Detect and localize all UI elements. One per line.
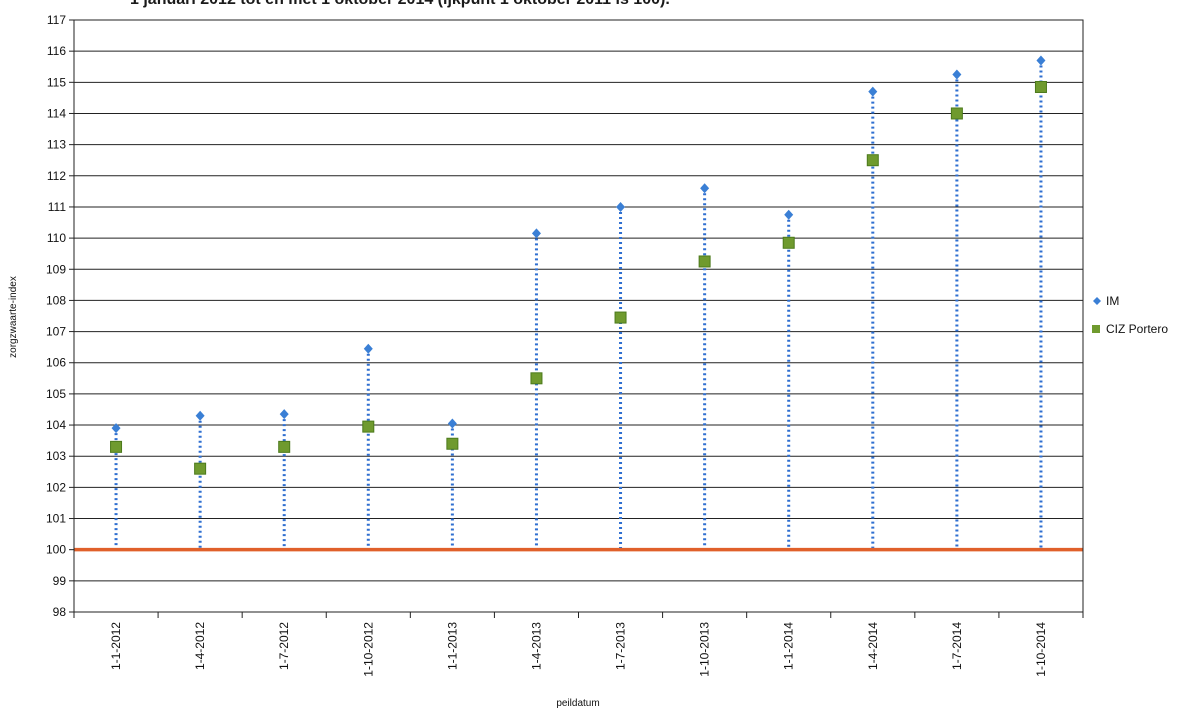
y-tick-label: 103 — [46, 449, 66, 463]
x-tick-label: 1-4-2014 — [866, 622, 880, 670]
legend-label: CIZ Portero — [1106, 322, 1168, 336]
x-tick-label: 1-10-2012 — [361, 622, 375, 677]
point-im — [279, 409, 289, 420]
legend-label: IM — [1106, 294, 1119, 308]
legend-marker — [1092, 325, 1100, 333]
y-tick-label: 117 — [47, 13, 66, 27]
point-ciz-portero — [194, 462, 207, 475]
y-tick-label: 106 — [46, 356, 66, 370]
y-tick-label: 109 — [46, 262, 66, 276]
plot-frame — [73, 19, 1084, 613]
y-tick-label: 104 — [46, 418, 66, 432]
y-tick-label: 116 — [47, 44, 66, 58]
y-tick-label: 111 — [48, 200, 67, 214]
y-tick-label: 100 — [46, 543, 66, 557]
x-tick-label: 1-1-2012 — [109, 622, 123, 670]
y-tick-label: 113 — [47, 138, 66, 152]
legend: IM CIZ Portero — [1092, 294, 1168, 336]
y-tick-label: 108 — [46, 293, 66, 307]
point-ciz-portero — [446, 437, 459, 450]
point-im — [616, 201, 626, 212]
x-tick-label: 1-7-2014 — [950, 622, 964, 670]
point-im — [531, 228, 541, 239]
legend-marker — [1093, 297, 1101, 305]
point-im — [363, 343, 373, 354]
point-im — [1036, 55, 1046, 66]
data-markers — [110, 55, 1047, 475]
point-im — [952, 69, 962, 80]
x-tick-label: 1-1-2014 — [782, 622, 796, 670]
y-tick-label: 98 — [53, 605, 67, 619]
point-ciz-portero — [362, 420, 375, 433]
point-ciz-portero — [866, 154, 879, 167]
y-tick-label: 105 — [46, 387, 66, 401]
point-im — [195, 410, 205, 421]
point-im — [700, 183, 710, 194]
point-im — [111, 423, 121, 434]
point-im — [447, 418, 457, 429]
x-tick-label: 1-10-2014 — [1034, 622, 1048, 677]
drop-lines — [114, 60, 1043, 550]
chart-title: 1 januari 2012 tot en met 1 oktober 2014… — [130, 0, 670, 9]
y-axis-label: zorgzwaarte-index — [8, 276, 19, 358]
point-im — [784, 209, 794, 220]
point-ciz-portero — [530, 372, 543, 385]
x-axis-label: peildatum — [556, 698, 599, 709]
y-tick-label: 112 — [47, 169, 66, 183]
x-tick-label: 1-1-2013 — [445, 622, 459, 670]
y-tick-label: 107 — [46, 325, 66, 339]
point-im — [868, 86, 878, 97]
y-tick-label: 99 — [53, 574, 67, 588]
y-axis-ticks: 98 99 100 101 102 103 104 105 106 107 108 109 110 111… — [46, 13, 74, 619]
y-tick-label: 114 — [47, 106, 66, 120]
grid-lines — [74, 19, 1083, 613]
x-axis-ticks: 1-1-2012 1-4-2012 1-7-2012 1-10-2012 1-1-201… — [73, 612, 1084, 677]
x-tick-label: 1-4-2012 — [193, 622, 207, 670]
point-ciz-portero — [698, 255, 711, 268]
y-tick-label: 102 — [46, 480, 66, 494]
x-tick-label: 1-4-2013 — [529, 622, 543, 670]
x-tick-label: 1-10-2013 — [698, 622, 712, 677]
x-tick-label: 1-7-2012 — [277, 622, 291, 670]
point-ciz-portero — [1034, 80, 1047, 93]
point-ciz-portero — [614, 311, 627, 324]
legend-item: CIZ Portero — [1092, 322, 1168, 336]
x-tick-label: 1-7-2013 — [614, 622, 628, 670]
y-tick-label: 101 — [46, 512, 66, 526]
point-ciz-portero — [950, 107, 963, 120]
point-ciz-portero — [278, 440, 291, 453]
y-tick-label: 110 — [47, 231, 66, 245]
point-ciz-portero — [110, 440, 123, 453]
legend-item: IM — [1093, 294, 1119, 308]
point-ciz-portero — [782, 236, 795, 249]
y-tick-label: 115 — [47, 75, 66, 89]
